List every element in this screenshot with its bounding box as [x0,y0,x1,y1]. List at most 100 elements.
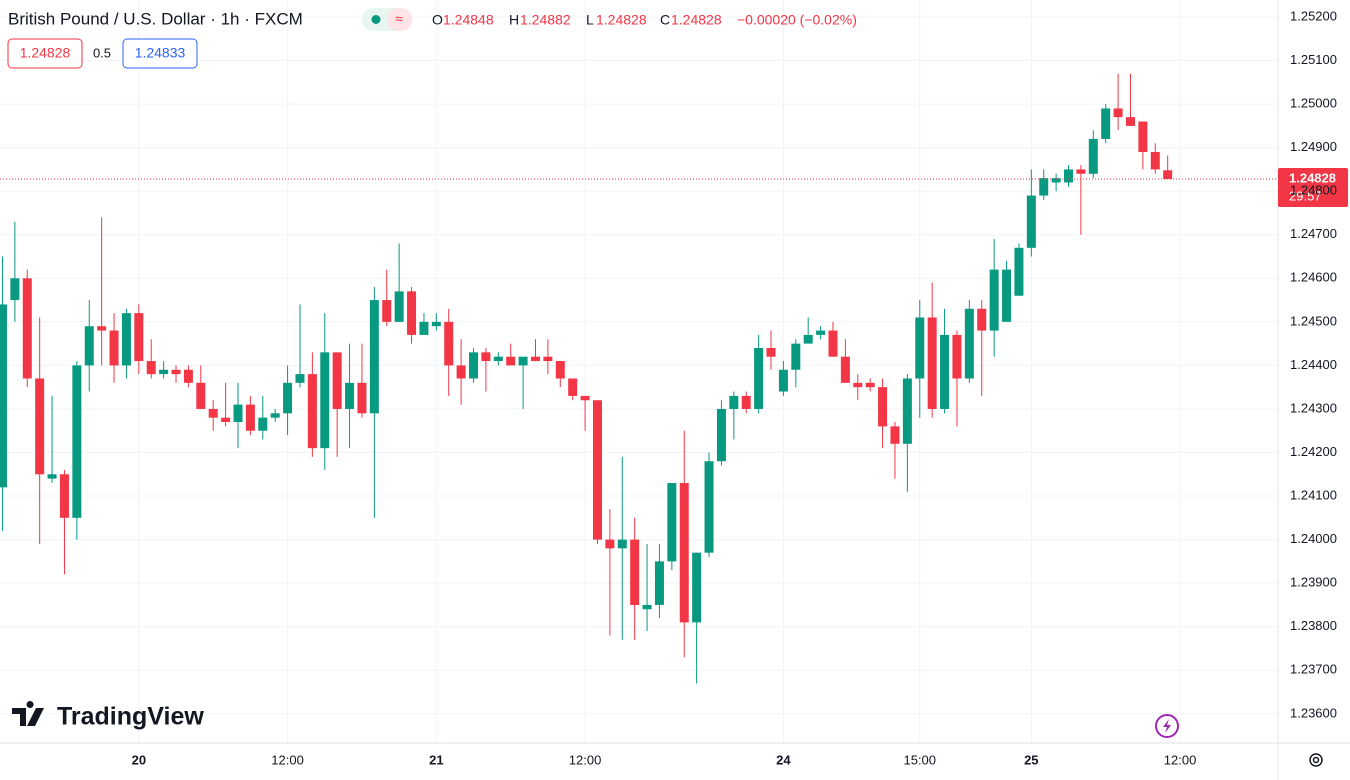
candle-body [295,374,305,383]
candle-body [927,317,937,409]
candle-body [667,482,677,562]
spread: 0.5 [93,45,111,60]
candle-body [444,321,454,366]
last-price-label: 1.24828 [1289,170,1336,185]
lightning-bolt[interactable] [1163,719,1171,733]
candle-body [840,356,850,383]
candle-body [109,330,119,366]
candle-body [828,330,838,357]
candle-body [146,361,156,375]
l-value: 1.24828 [596,12,647,28]
candle-body [580,395,590,401]
candle-body [630,539,640,605]
candle-body [989,269,999,331]
h-letter: H [509,12,519,28]
candles [0,73,1173,684]
lightning-icon[interactable] [1155,714,1179,738]
candle-body [270,413,280,418]
bid[interactable]: 1.24828 [20,45,71,61]
candle-body [332,352,342,409]
logo-text: TradingView [57,703,204,731]
candle-body [183,369,193,383]
candle-body [692,552,702,623]
candle-body [84,326,94,366]
candle-body [345,382,355,409]
candle-body [1014,247,1024,296]
candle-body [456,365,466,379]
y-tick-label: 1.23900 [1290,575,1337,590]
candle-body [245,404,255,431]
candle-body [605,539,615,549]
candle-body [568,378,578,396]
candle-body [530,356,540,362]
candle-body [518,356,528,366]
y-tick-label: 1.23600 [1290,705,1337,720]
gear-hub[interactable] [1312,756,1320,764]
candle-body [915,317,925,379]
candle-body [865,382,875,388]
candle-body [431,321,441,327]
overlay: 1.24828 29:57 [0,167,1348,207]
candle-body [47,474,57,479]
candle-body [1101,108,1111,139]
candle-body [171,369,181,375]
candle-body [890,426,900,444]
candle-body [679,482,689,623]
candle-body [654,561,664,605]
candle-body [1150,151,1160,170]
candle-body [233,404,243,423]
ask-box[interactable] [122,38,198,69]
o-value: 1.24848 [443,12,494,28]
candle-body [134,313,144,362]
y-tick-label: 1.23700 [1290,662,1337,677]
candle-body [791,343,801,370]
x-tick-label: 12:00 [1164,752,1197,767]
candle-body [394,291,404,322]
y-tick-label: 1.25100 [1290,52,1337,67]
l-letter: L [586,12,594,28]
y-tick-label: 1.24400 [1290,357,1337,372]
candle-body [543,356,553,362]
y-tick-label: 1.24800 [1290,183,1337,198]
delay-icon: ≈ [395,11,403,27]
candle-body [1163,170,1173,179]
candle-body [704,461,714,553]
x-tick-label: 25 [1024,752,1038,767]
gear-ring[interactable] [1309,753,1323,767]
candle-body [1002,269,1012,322]
bid-box[interactable] [7,38,83,69]
candle-body [72,365,82,518]
candle-body [320,352,330,449]
candle-body [1113,108,1123,118]
ask[interactable]: 1.24833 [135,45,186,61]
candle-body [258,417,268,431]
candle-body [369,300,379,414]
y-tick-label: 1.24300 [1290,400,1337,415]
x-tick-label: 21 [429,752,443,767]
candle-body [803,334,813,344]
y-tick-label: 1.24900 [1290,139,1337,154]
pill-bg-right [387,8,412,31]
candle-body [902,378,912,444]
candle-body [952,334,962,379]
candle-body [506,356,516,366]
candle-body [1138,121,1148,152]
candle-body [1076,169,1086,174]
y-tick-label: 1.25200 [1290,8,1337,23]
lightning-circle[interactable] [1155,714,1179,738]
logo: TradingView [12,701,204,731]
candle-body [754,347,764,409]
candle-body [741,395,751,409]
x-tick-label: 15:00 [903,752,936,767]
settings-gear[interactable] [1309,753,1323,767]
logo-mark [12,701,44,726]
candle-body [1051,178,1061,183]
y-tick-label: 1.23800 [1290,618,1337,633]
candle-body [357,382,367,414]
candle-body [716,408,726,462]
candle-body [1125,117,1135,126]
candle-body [196,382,206,409]
candle-body [481,352,491,362]
